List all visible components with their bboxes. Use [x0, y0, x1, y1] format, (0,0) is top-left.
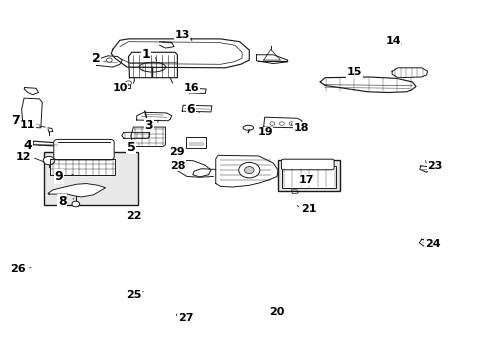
Bar [44, 153, 137, 205]
Polygon shape [50, 159, 115, 175]
Text: 11: 11 [20, 120, 36, 130]
Text: 4: 4 [23, 139, 32, 152]
Polygon shape [215, 155, 278, 187]
Text: 18: 18 [293, 123, 308, 133]
Polygon shape [24, 87, 39, 95]
FancyBboxPatch shape [281, 166, 335, 188]
Text: 16: 16 [183, 82, 199, 93]
Bar [278, 159, 340, 191]
Polygon shape [419, 239, 427, 246]
Text: 10: 10 [112, 82, 127, 93]
Polygon shape [189, 88, 206, 94]
Polygon shape [263, 117, 302, 128]
Text: 2: 2 [91, 52, 100, 65]
Polygon shape [182, 105, 211, 112]
Circle shape [72, 201, 80, 207]
Polygon shape [96, 56, 122, 67]
Circle shape [244, 167, 254, 174]
Polygon shape [419, 166, 428, 172]
Text: 13: 13 [174, 30, 189, 40]
Text: 26: 26 [10, 264, 26, 274]
Text: 24: 24 [424, 239, 440, 249]
Text: 14: 14 [385, 36, 400, 46]
Circle shape [106, 58, 112, 62]
Polygon shape [48, 184, 105, 197]
Polygon shape [320, 77, 415, 93]
Text: 29: 29 [168, 147, 184, 157]
Circle shape [288, 122, 293, 125]
Polygon shape [21, 98, 42, 128]
Text: 6: 6 [186, 103, 195, 116]
Text: 23: 23 [427, 161, 442, 171]
FancyBboxPatch shape [281, 159, 333, 170]
Text: 1: 1 [142, 48, 150, 61]
Polygon shape [391, 68, 427, 78]
Text: 22: 22 [126, 211, 142, 221]
Polygon shape [122, 132, 149, 138]
Text: 19: 19 [257, 127, 272, 138]
Polygon shape [137, 112, 171, 121]
Text: 3: 3 [144, 119, 153, 132]
Text: 20: 20 [269, 307, 284, 317]
Ellipse shape [243, 125, 253, 130]
FancyBboxPatch shape [185, 137, 206, 148]
Text: 25: 25 [125, 290, 141, 300]
Circle shape [43, 156, 55, 165]
Text: 5: 5 [126, 141, 135, 154]
Text: 21: 21 [301, 204, 316, 214]
Circle shape [238, 162, 259, 178]
Polygon shape [175, 161, 210, 177]
Polygon shape [131, 127, 165, 147]
Text: 28: 28 [169, 161, 185, 171]
Text: 15: 15 [346, 67, 362, 77]
Circle shape [279, 122, 284, 125]
Polygon shape [128, 52, 177, 78]
Ellipse shape [139, 62, 165, 72]
Text: 12: 12 [15, 152, 31, 162]
Text: 17: 17 [299, 175, 314, 185]
Circle shape [125, 81, 131, 85]
Text: 9: 9 [54, 170, 63, 183]
Text: 8: 8 [58, 195, 66, 208]
Text: 27: 27 [178, 313, 193, 323]
Polygon shape [111, 39, 249, 68]
Polygon shape [256, 55, 287, 64]
Text: 7: 7 [11, 113, 20, 126]
Circle shape [269, 122, 274, 125]
FancyBboxPatch shape [54, 139, 114, 160]
